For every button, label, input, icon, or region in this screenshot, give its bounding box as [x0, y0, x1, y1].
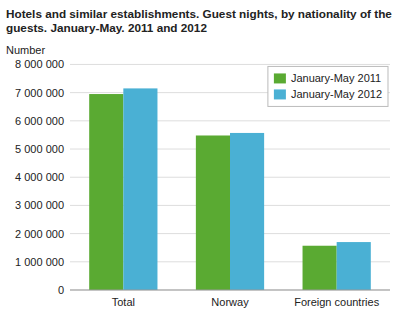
- y-tick-label: 0: [58, 284, 64, 296]
- grid-line: [70, 290, 390, 291]
- y-tick-label: 6 000 000: [15, 115, 64, 127]
- bar: [337, 242, 371, 290]
- bar: [123, 88, 157, 290]
- bar: [196, 135, 230, 290]
- x-axis-line: [70, 290, 390, 291]
- y-tick-label: 7 000 000: [15, 87, 64, 99]
- y-tick-label: 3 000 000: [15, 199, 64, 211]
- title: Hotels and similar establishments. Guest…: [6, 7, 392, 20]
- bar: [230, 133, 264, 290]
- x-tick-label: Total: [112, 296, 135, 308]
- x-tick-label: Norway: [211, 296, 249, 308]
- bar: [303, 246, 337, 290]
- legend-box: [268, 66, 388, 106]
- bars: [89, 88, 371, 290]
- y-tick-label: 5 000 000: [15, 143, 64, 155]
- legend-swatch: [274, 73, 286, 83]
- y-tick-label: 8 000 000: [15, 58, 64, 70]
- chart: Hotels and similar establishments. Guest…: [0, 0, 400, 320]
- y-tick-label: 4 000 000: [15, 171, 64, 183]
- legend-label: January-May 2011: [291, 72, 381, 84]
- x-tick-label: Foreign countries: [294, 296, 379, 308]
- title: guests. January-May. 2011 and 2012: [6, 21, 207, 34]
- y-axis-label: Number: [6, 44, 45, 56]
- legend: January-May 2011 January-May 2012: [268, 66, 388, 106]
- y-tick-label: 1 000 000: [15, 256, 64, 268]
- legend-label: January-May 2012: [291, 88, 382, 100]
- y-tick-label: 2 000 000: [15, 228, 64, 240]
- legend-swatch: [274, 89, 286, 99]
- grid-line: [70, 64, 390, 65]
- bar: [89, 94, 123, 290]
- grid: [70, 64, 390, 290]
